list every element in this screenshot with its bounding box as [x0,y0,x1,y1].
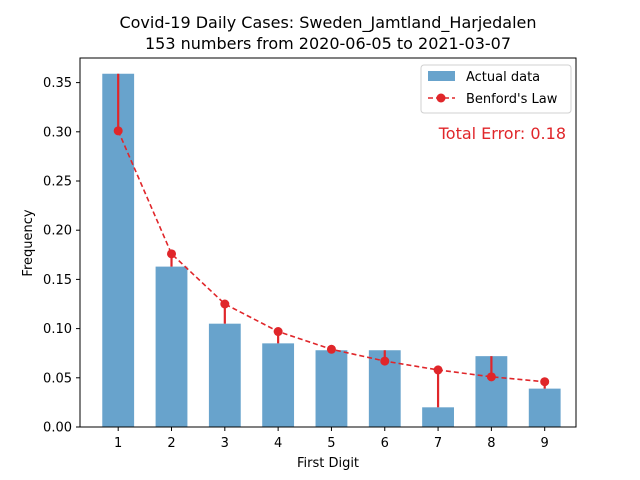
chart-subtitle: 153 numbers from 2020-06-05 to 2021-03-0… [145,34,511,53]
y-tick-label-3: 0.15 [43,273,72,288]
x-tick-label-5: 5 [327,436,335,451]
legend-swatch-actual [428,71,455,81]
benford-point-digit-7 [433,365,443,375]
benford-point-digit-2 [167,249,177,259]
x-tick-label-3: 3 [221,436,229,451]
y-tick-label-1: 0.05 [43,371,72,386]
legend-label-actual: Actual data [466,70,540,85]
x-tick-label-8: 8 [487,436,495,451]
x-tick-label-6: 6 [381,436,389,451]
benford-point-digit-4 [273,327,283,337]
bar-digit-4 [262,343,295,427]
y-tick-label-5: 0.25 [43,175,72,190]
chart-title: Covid-19 Daily Cases: Sweden_Jamtland_Ha… [119,13,536,33]
benford-point-digit-1 [113,126,123,136]
x-axis-label: First Digit [297,456,359,471]
plot-area: 0.00 0.05 0.10 0.15 0.20 0.25 0.30 0.35 1 2 3 4 5 6 7 8… [43,73,561,451]
legend-marker-benford [436,93,446,103]
y-tick-label-6: 0.30 [43,125,72,140]
benford-point-digit-6 [380,356,390,366]
benford-point-digit-8 [486,372,496,382]
x-tick-label-7: 7 [434,436,442,451]
bar-digit-7 [422,407,454,427]
bar-digit-9 [528,388,561,427]
bar-digit-2 [155,266,188,427]
y-tick-label-2: 0.10 [43,322,72,337]
bar-digit-5 [315,350,348,427]
y-axis-label: Frequency [21,209,36,276]
legend-label-benford: Benford's Law [466,92,558,107]
legend-box [420,64,572,114]
x-tick-label-9: 9 [541,436,549,451]
x-tick-label-2: 2 [167,436,175,451]
axes-frame [79,57,577,428]
total-error-annotation: Total Error: 0.18 [438,124,566,143]
y-tick-label-7: 0.35 [43,76,72,91]
legend: Actual data Benford's Law [420,64,572,114]
y-tick-label-0: 0.00 [43,421,72,436]
bar-digit-3 [208,323,241,427]
benford-point-digit-9 [540,377,550,387]
x-tick-label-1: 1 [114,436,122,451]
y-tick-label-4: 0.20 [43,224,72,239]
x-tick-label-4: 4 [274,436,282,451]
benford-point-digit-3 [220,299,230,309]
benford-point-digit-5 [326,344,336,354]
